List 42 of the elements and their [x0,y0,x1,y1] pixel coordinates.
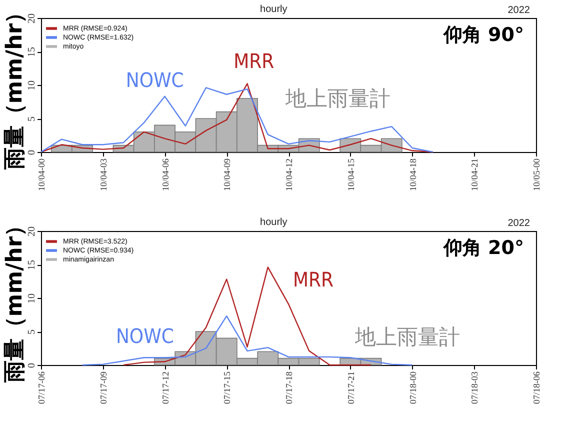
chart-title: hourly [260,217,288,228]
y-tick-label: 20 [26,14,38,24]
x-tick-label: 10/04-09 [222,158,232,191]
y-tick-label: 10 [26,294,38,304]
y-tick-label: 15 [26,260,38,270]
text: 2022 [508,5,530,16]
y-tick-label: 0 [26,150,38,155]
y-tick-label: 20 [26,226,38,236]
annotation: 地上雨量計 [284,86,390,111]
chart-title: hourly [260,4,288,15]
y-tick-label: 15 [26,47,38,57]
x-tick-label: 07/18-03 [470,371,480,404]
x-tick-label: 10/04-00 [36,158,46,191]
y-tick-label: 10 [26,80,38,90]
annotation: MRR [234,49,274,74]
x-tick-label: 07/17-12 [160,372,170,404]
text: 2022 [508,218,530,229]
x-tick-label: 10/04-15 [346,158,356,191]
annotation: NOWC [126,68,184,92]
x-tick-label: 07/17-21 [346,372,356,404]
x-tick-label: 10/04-21 [470,158,480,191]
annotation: 仰角 20° [442,237,524,259]
annotation: 地上雨量計 [354,325,460,350]
annotation: NOWC [116,324,174,348]
y-axis-title: 雨量（mm/hr） [2,214,28,384]
annotation: MRR [292,268,334,292]
x-tick-label: 10/04-18 [408,158,418,191]
y-tick-label: 5 [26,116,38,122]
x-tick-label: 07/17-18 [284,371,294,404]
x-tick-label: 10/05-00 [532,158,542,191]
annotation: 仰角 90° [442,24,524,46]
x-tick-label: 10/04-03 [98,158,108,191]
y-tick-label: 5 [26,330,38,334]
x-tick-label: 10/04-06 [160,158,170,191]
x-tick-label: 10/04-12 [284,158,294,191]
x-tick-label: 07/17-09 [98,371,108,404]
x-tick-label: 07/17-06 [36,371,46,404]
x-tick-label: 07/18-00 [408,371,418,404]
x-tick-label: 07/17-15 [222,371,232,404]
y-tick-label: 0 [26,363,38,368]
y-axis-title: 雨量（mm/hr） [2,1,28,171]
x-tick-label: 07/18-06 [532,371,542,404]
